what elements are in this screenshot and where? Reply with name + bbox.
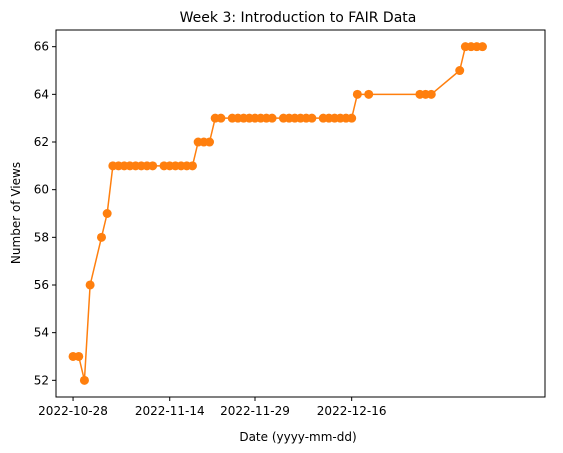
y-tick-label: 54 — [34, 326, 49, 340]
data-point — [364, 89, 374, 99]
data-point — [85, 280, 95, 290]
data-point — [267, 113, 277, 123]
data-point — [352, 89, 362, 99]
data-point — [79, 375, 89, 385]
y-tick-label: 64 — [34, 87, 49, 101]
y-tick-label: 56 — [34, 278, 49, 292]
y-tick-label: 58 — [34, 230, 49, 244]
data-point — [455, 66, 465, 76]
x-tick-label: 2022-11-14 — [135, 404, 205, 418]
plot-area — [68, 42, 487, 385]
data-point — [307, 113, 317, 123]
x-tick-label: 2022-11-29 — [220, 404, 290, 418]
y-tick-label: 62 — [34, 135, 49, 149]
data-point — [205, 137, 215, 147]
x-tick-label: 2022-10-28 — [38, 404, 108, 418]
data-point — [148, 161, 158, 171]
x-axis-label: Date (yyyy-mm-dd) — [239, 430, 356, 444]
data-point — [102, 209, 112, 218]
data-point — [216, 113, 226, 123]
data-point — [96, 232, 106, 242]
data-point — [74, 351, 84, 361]
chart-title: Week 3: Introduction to FAIR Data — [180, 10, 417, 26]
x-tick-label: 2022-12-16 — [317, 404, 387, 418]
data-point — [426, 89, 436, 99]
y-axis-label: Number of Views — [9, 162, 23, 264]
y-tick-label: 60 — [34, 183, 49, 197]
y-tick-label: 66 — [34, 40, 49, 54]
y-tick-label: 52 — [34, 373, 49, 387]
y-axis: 52 54 56 58 60 62 64 66 — [34, 40, 56, 387]
data-point — [187, 161, 197, 171]
x-axis: 2022-10-28 2022-11-14 2022-11-29 2022-12-16 — [38, 397, 387, 418]
data-point — [477, 42, 487, 52]
data-point — [347, 113, 357, 123]
plot-frame — [55, 29, 546, 398]
